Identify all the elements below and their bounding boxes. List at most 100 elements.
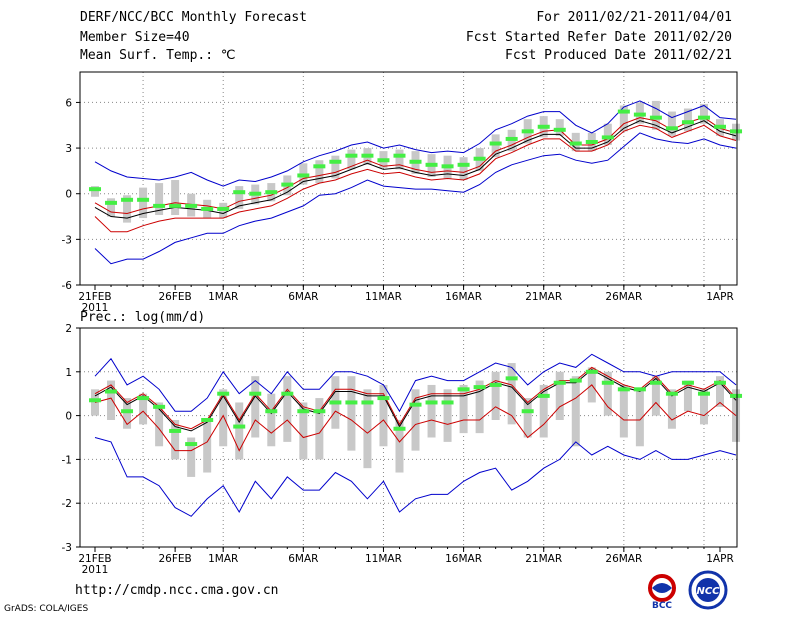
- temp-box: [619, 105, 628, 132]
- temp-box: [699, 103, 708, 124]
- prec-median: [185, 442, 198, 447]
- temp-xtick-label: 1APR: [706, 291, 734, 303]
- prec-ytick-label: -3: [62, 542, 72, 554]
- temp-median: [441, 164, 454, 169]
- ncc-logo: NCC: [688, 570, 728, 610]
- prec-box: [379, 384, 388, 447]
- prec-xtick-label: 6MAR: [288, 553, 318, 565]
- prec-box: [716, 376, 724, 407]
- bcc-logo-text: BCC: [652, 601, 672, 610]
- temp-box: [171, 180, 180, 216]
- prec-box: [123, 398, 132, 429]
- prec-median: [441, 400, 454, 405]
- prec-box: [219, 389, 228, 447]
- temp-median: [585, 139, 598, 144]
- prec-median: [137, 396, 150, 401]
- temp-median: [425, 162, 438, 167]
- temp-median: [137, 197, 150, 202]
- prec-median: [361, 400, 374, 405]
- prec-xtick-label: 26FEB: [159, 553, 192, 565]
- prec-median: [505, 376, 518, 381]
- temp-xtick-label: 26FEB: [159, 291, 192, 303]
- prec-median: [281, 391, 294, 396]
- prec-median: [105, 389, 118, 394]
- member-size: Member Size=40: [80, 30, 190, 45]
- temp-box: [107, 198, 116, 217]
- prec-box: [699, 389, 708, 425]
- temp-xtick-label: 21FEB: [78, 291, 111, 303]
- prec-median: [409, 402, 422, 407]
- temp-box: [347, 149, 356, 170]
- temp-median: [649, 115, 662, 120]
- temp-xtick-label: 6MAR: [288, 291, 318, 303]
- temp-median: [185, 203, 198, 208]
- source-url[interactable]: http://cmdp.ncc.cma.gov.cn: [75, 583, 279, 598]
- prec-median: [265, 409, 278, 414]
- grads-credit: GrADS: COLA/IGES: [4, 604, 89, 614]
- prec-line-max: [94, 353, 737, 413]
- temp-xtick-label: 1MAR: [208, 291, 238, 303]
- temp-median: [714, 124, 726, 129]
- prec-box: [299, 402, 308, 460]
- temp-line-max: [94, 100, 737, 187]
- prec-median: [393, 426, 406, 431]
- prec-median: [585, 369, 598, 374]
- prec-median: [153, 404, 166, 409]
- prec-median: [377, 396, 390, 401]
- temp-median: [329, 159, 342, 164]
- temp-box: [331, 155, 340, 179]
- temp-median: [201, 206, 214, 211]
- temp-median: [617, 109, 630, 114]
- prec-median: [601, 380, 614, 385]
- temp-median: [409, 159, 422, 164]
- prec-median: [473, 385, 486, 390]
- temp-box: [155, 183, 164, 216]
- prec-xtick-label: 11MAR: [365, 553, 402, 565]
- temp-box: [395, 149, 404, 170]
- temp-box: [603, 123, 612, 146]
- prec-ytick-label: -2: [62, 498, 72, 510]
- temp-box: [459, 157, 468, 181]
- temp-median: [489, 141, 502, 146]
- prec-box: [667, 389, 676, 429]
- prec-box: [363, 389, 372, 469]
- prec-box: [139, 393, 148, 425]
- prec-box: [395, 419, 404, 473]
- prec-box: [523, 398, 532, 438]
- prec-xtick-label: 1MAR: [208, 553, 238, 565]
- temp-median: [633, 112, 646, 117]
- prec-box: [107, 380, 116, 420]
- chart-title: DERF/NCC/BCC Monthly Forecast: [80, 10, 307, 25]
- temp-ytick-label: 6: [65, 97, 72, 109]
- prec-box: [507, 363, 516, 425]
- prec-median: [457, 387, 470, 392]
- prec-ytick-label: 0: [65, 411, 72, 423]
- temp-box: [235, 186, 244, 209]
- temp-line-min: [94, 132, 737, 265]
- prec-box: [427, 384, 436, 438]
- prec-median: [633, 387, 646, 392]
- prec-box: [251, 376, 260, 438]
- temp-xtick-label: 11MAR: [365, 291, 402, 303]
- temp-xtick-year: 2011: [82, 302, 109, 314]
- prec-ytick-label: 1: [65, 367, 72, 379]
- temp-panel-title: Mean Surf. Temp.: ℃: [80, 48, 236, 63]
- prec-panel-title: Prec.: log(mm/d): [80, 310, 206, 325]
- prec-box: [171, 419, 180, 460]
- prec-median: [649, 380, 662, 385]
- prec-frame: [79, 327, 738, 548]
- prec-box: [411, 389, 420, 451]
- temp-median: [361, 153, 374, 158]
- temp-median: [153, 203, 166, 208]
- ncc-logo-text: NCC: [696, 586, 720, 597]
- temp-median: [601, 135, 614, 140]
- temp-ytick-label: 3: [65, 143, 72, 155]
- prec-median: [297, 409, 310, 414]
- prec-box: [459, 384, 468, 434]
- temp-median: [697, 115, 710, 120]
- prec-line-p90: [94, 366, 737, 430]
- prec-box: [635, 389, 644, 447]
- temp-median: [505, 136, 518, 141]
- temp-box: [139, 187, 148, 219]
